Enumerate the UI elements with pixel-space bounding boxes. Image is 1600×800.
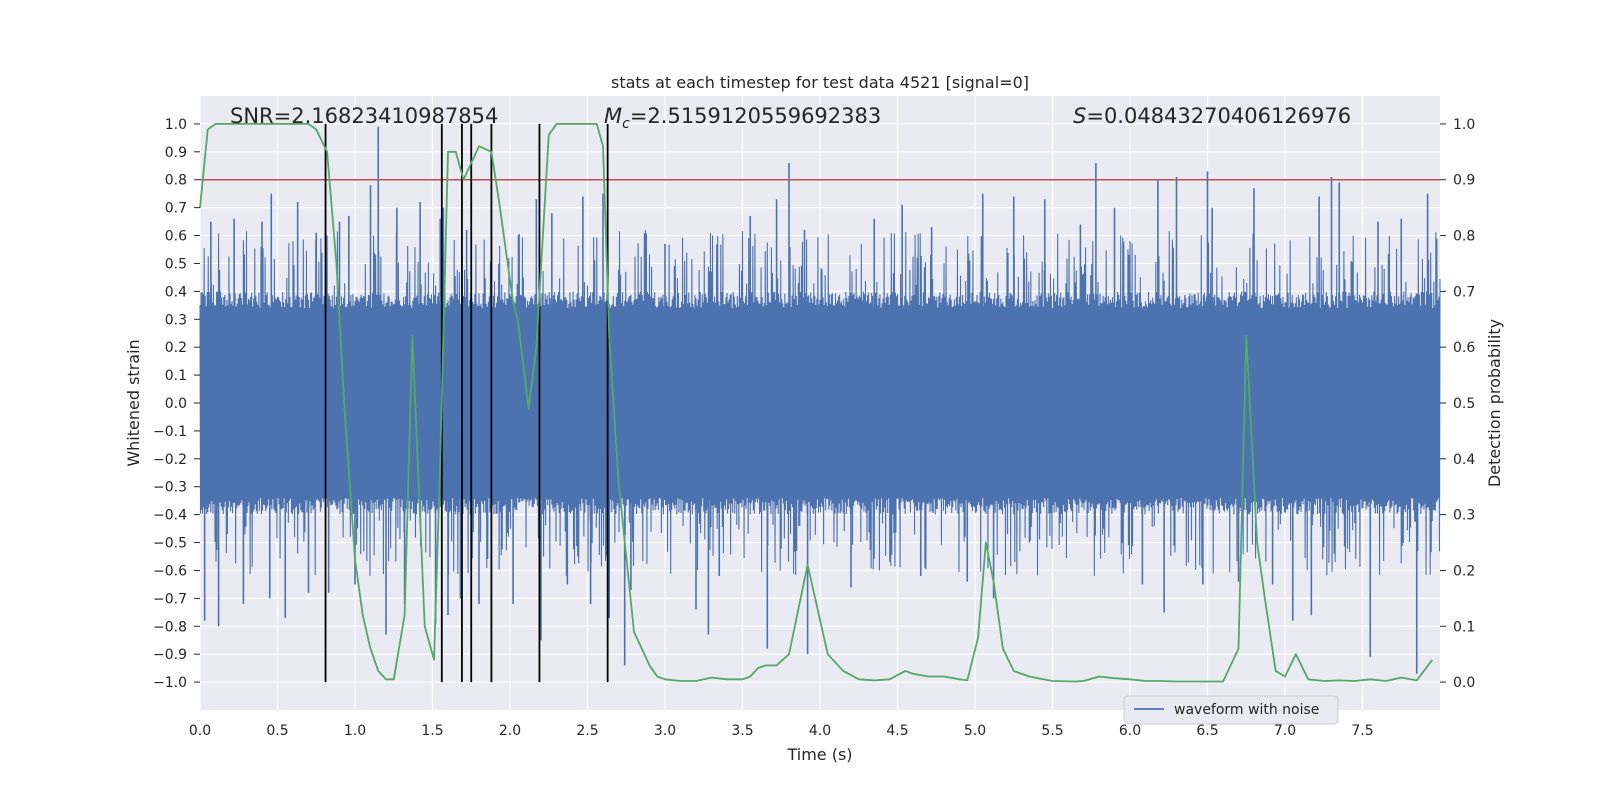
chirp-mass-symbol: M	[604, 104, 622, 128]
y-tick-label: −0.4	[153, 508, 187, 524]
x-tick-label: 0.0	[189, 723, 211, 739]
x-tick-label: 1.0	[344, 723, 366, 739]
s-symbol: S	[1073, 104, 1086, 128]
y-tick-label: 0.8	[165, 173, 187, 189]
x-tick-label: 4.5	[886, 723, 908, 739]
y-tick-label: −0.6	[153, 563, 187, 579]
legend-label: waveform with noise	[1174, 702, 1319, 718]
y2-tick-label: 1.0	[1453, 117, 1475, 133]
y2-tick-label: 0.4	[1453, 452, 1475, 468]
y-tick-label: 0.7	[165, 201, 187, 217]
x-tick-label: 2.0	[499, 723, 521, 739]
y2-tick-label: 0.1	[1453, 619, 1475, 635]
y-tick-label: 0.4	[165, 284, 187, 300]
y-tick-label: 0.6	[165, 229, 187, 245]
y-tick-label: −1.0	[153, 675, 187, 691]
y-tick-label: −0.2	[153, 452, 187, 468]
probability-line	[199, 123, 1433, 683]
y-tick-label: 0.1	[165, 368, 187, 384]
x-tick-label: 7.5	[1351, 723, 1373, 739]
snr-annotation: SNR=2.16823410987854	[230, 104, 498, 128]
chart-title: stats at each timestep for test data 452…	[611, 73, 1029, 92]
y-tick-label: 0.5	[165, 256, 187, 272]
y-tick-label: −0.1	[153, 424, 187, 440]
waveform-series	[199, 126, 1441, 674]
y2-axis-label: Detection probability	[1485, 319, 1504, 487]
y-tick-label: −0.9	[153, 647, 187, 663]
chirp-mass-annotation: Mc=2.5159120559692383	[604, 104, 881, 132]
y-tick-label: 0.3	[165, 312, 187, 328]
y2-tick-label: 0.5	[1453, 396, 1475, 412]
y-tick-label: −0.8	[153, 619, 187, 635]
y-tick-label: −0.7	[153, 591, 187, 607]
x-tick-label: 3.0	[654, 723, 676, 739]
legend: waveform with noise	[1123, 695, 1339, 725]
y2-tick-label: 0.2	[1453, 563, 1475, 579]
x-tick-label: 1.5	[421, 723, 443, 739]
x-axis-label: Time (s)	[786, 745, 852, 764]
y2-tick-label: 0.7	[1453, 284, 1475, 300]
x-tick-label: 4.0	[809, 723, 831, 739]
chirp-mass-subscript: c	[622, 116, 630, 132]
y2-tick-label: 0.6	[1453, 340, 1475, 356]
y2-tick-label: 0.0	[1453, 675, 1475, 691]
x-tick-label: 6.0	[1119, 723, 1141, 739]
y-axis-label: Whitened strain	[124, 339, 143, 466]
y-tick-label: 0.9	[165, 145, 187, 161]
x-tick-label: 0.5	[266, 723, 288, 739]
y2-tick-label: 0.3	[1453, 508, 1475, 524]
probability-series	[199, 123, 1433, 683]
y-tick-label: −0.3	[153, 480, 187, 496]
x-tick-label: 7.0	[1274, 723, 1296, 739]
x-tick-label: 5.0	[964, 723, 986, 739]
s-value: =0.04843270406126976	[1086, 104, 1351, 128]
s-annotation: S=0.04843270406126976	[1073, 104, 1351, 128]
x-tick-label: 5.5	[1041, 723, 1063, 739]
axis-ticks: 0.0 0.5 1.0 1.5 2.0 2.5 3.0 3.5 4.0 4.5 5.0 5.5 6.0 6…	[153, 117, 1475, 739]
y-tick-label: 1.0	[165, 117, 187, 133]
x-tick-label: 2.5	[576, 723, 598, 739]
x-tick-label: 3.5	[731, 723, 753, 739]
y-tick-label: 0.2	[165, 340, 187, 356]
y2-tick-label: 0.8	[1453, 229, 1475, 245]
y-tick-label: 0.0	[165, 396, 187, 412]
chirp-mass-value: =2.5159120559692383	[630, 104, 881, 128]
x-tick-label: 6.5	[1196, 723, 1218, 739]
legend-box	[1123, 695, 1339, 725]
waveform-line	[199, 229, 1441, 576]
y2-tick-label: 0.9	[1453, 173, 1475, 189]
y-tick-label: −0.5	[153, 536, 187, 552]
